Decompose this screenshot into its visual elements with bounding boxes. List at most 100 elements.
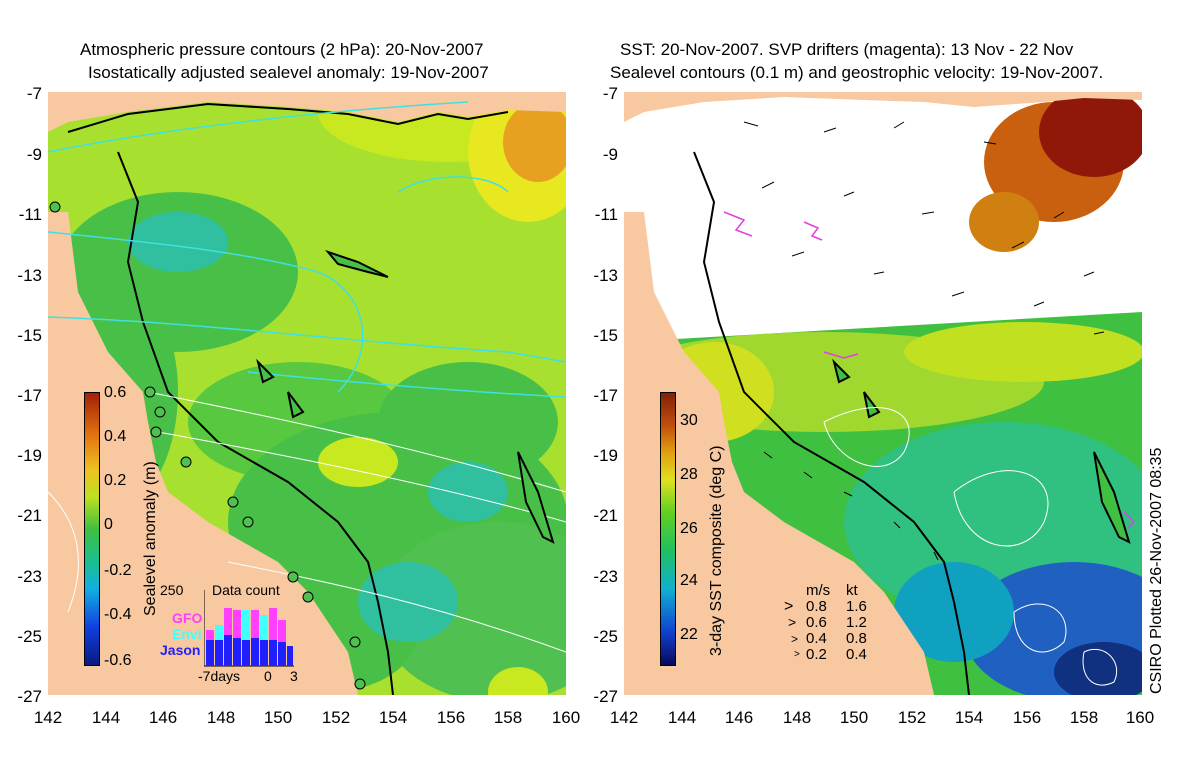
sat-envi: Envi [172,626,202,642]
left-lat-label: -13 [17,266,42,285]
right-colorbar-tick-0: 30 [680,412,698,429]
velocity-legend-header-ms: m/s [806,582,831,599]
right-lat-label: -21 [593,506,618,525]
islands [256,249,555,544]
left-lon-label: 150 [263,708,293,727]
svp-drifter-tracks [723,211,1136,529]
velocity-arrow-icon: > [794,649,800,660]
data-count-title: Data count [212,582,280,598]
left-colorbar-tick-3: 0 [104,516,113,533]
left-colorbar-tick-5: -0.4 [104,606,132,623]
land-papua-new-guinea [624,92,1142,122]
data-count-max: 250 [160,582,184,598]
right-colorbar-tick-2: 26 [680,520,698,537]
velocity-legend-kt: 1.2 [846,614,867,631]
velocity-legend-kt: 0.8 [846,630,867,647]
velocity-arrow-icon: > [791,632,799,646]
velocity-arrow-icon: > [788,614,797,630]
right-title-line1: SST: 20-Nov-2007. SVP drifters (magenta)… [620,40,1074,59]
right-colorbar-tick-4: 22 [680,626,698,643]
right-lon-label: 158 [1069,708,1099,727]
velocity-legend-header-kt: kt [846,582,858,599]
right-lat-label: -17 [593,386,618,405]
left-lat-label: -11 [18,205,42,224]
land-papua-new-guinea [48,92,566,132]
left-lat-label: -27 [17,687,42,706]
left-colorbar-tick-4: -0.2 [104,562,132,579]
left-colorbar [84,392,100,666]
left-colorbar-tick-2: 0.2 [104,472,127,489]
left-lat-label: -15 [17,326,42,345]
left-title-line1: Atmospheric pressure contours (2 hPa): 2… [80,40,484,59]
left-colorbar-tick-6: -0.6 [104,652,132,669]
right-lon-label: 160 [1125,708,1155,727]
left-lon-label: 154 [378,708,408,727]
right-colorbar-label: 3-day SST composite (deg C) [708,445,725,656]
left-colorbar-tick-0: 0.6 [104,384,127,401]
tide-gauge-markers [49,201,366,690]
left-lat-label: -17 [17,386,42,405]
left-lon-label: 160 [551,708,581,727]
left-colorbar-tick-1: 0.4 [104,428,127,445]
right-lat-label: -15 [593,326,618,345]
left-lon-label: 146 [148,708,178,727]
velocity-legend-ms: 0.2 [806,646,827,663]
right-lat-label: -7 [602,84,618,103]
right-lon-label: 144 [667,708,697,727]
left-lon-label: 142 [33,708,63,727]
sat-gfo: GFO [172,610,203,626]
left-map-canvas [48,92,566,695]
histogram-bars [206,608,293,666]
right-lat-label: -23 [593,567,618,586]
right-lat-label: -9 [602,145,618,164]
right-lat-label: -11 [594,205,618,224]
islands [832,358,1131,544]
right-lat-label: -13 [593,266,618,285]
plot-credit: CSIRO Plotted 26-Nov-2007 08:35 [1148,447,1165,694]
left-lat-label: -19 [17,446,42,465]
left-lon-label: 144 [91,708,121,727]
right-lat-label: -19 [593,446,618,465]
right-lat-label: -25 [593,627,618,646]
land-australia [48,212,358,695]
velocity-legend-kt: 0.4 [846,646,867,663]
velocity-legend-ms: 0.8 [806,598,827,615]
pressure-contours [48,101,566,398]
velocity-legend-ms: 0.4 [806,630,827,647]
right-colorbar-tick-3: 24 [680,572,698,589]
right-lon-label: 146 [724,708,754,727]
left-lat-label: -23 [17,567,42,586]
land-australia [624,212,934,695]
left-lon-label: 152 [321,708,351,727]
right-lon-label: 150 [839,708,869,727]
right-colorbar-tick-1: 28 [680,466,698,483]
velocity-arrow-icon: > [784,598,794,615]
left-lon-label: 158 [493,708,523,727]
right-colorbar [660,392,676,666]
data-count-histogram [204,590,294,667]
right-lat-label: -27 [593,687,618,706]
data-count-xtick-1: 0 [264,668,272,684]
right-lon-label: 142 [609,708,639,727]
reef-contour [117,151,394,695]
velocity-legend-kt: 1.6 [846,598,867,615]
right-title-line2: Sealevel contours (0.1 m) and geostrophi… [610,63,1104,82]
right-lon-label: 148 [782,708,812,727]
right-lon-label: 156 [1012,708,1042,727]
right-sst-map [624,92,1142,695]
reef-contour [693,151,970,695]
left-lat-label: -25 [17,627,42,646]
right-lon-label: 152 [897,708,927,727]
right-map-canvas [624,92,1142,695]
right-lon-label: 154 [954,708,984,727]
left-lat-label: -7 [26,84,42,103]
left-title-line2: Isostatically adjusted sealevel anomaly:… [88,63,489,82]
data-count-xtick-2: 3 [290,668,298,684]
data-count-xtick-0: -7days [198,668,241,684]
left-lon-label: 148 [206,708,236,727]
left-sealevel-map [48,92,566,695]
velocity-legend-ms: 0.6 [806,614,827,631]
sat-jason: Jason [160,642,201,658]
velocity-arrows [743,121,1105,561]
left-lat-label: -21 [17,506,42,525]
